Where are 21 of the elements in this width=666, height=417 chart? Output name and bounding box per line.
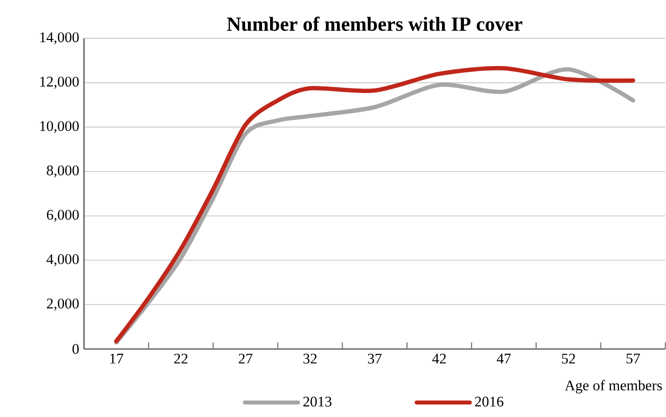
x-tick-label: 17 [110, 354, 124, 364]
chart-title: Number of members with IP cover [227, 16, 522, 31]
x-tick-label: 57 [626, 354, 640, 364]
x-tick-label: 42 [432, 354, 446, 364]
x-tick-label: 52 [562, 354, 575, 364]
y-tick-label: 12,000 [40, 76, 79, 89]
y-tick-label: 4,000 [46, 254, 79, 266]
x-tick-label: 37 [368, 354, 382, 364]
x-tick-label: 32 [303, 354, 317, 364]
legend-label: 2016 [475, 396, 504, 407]
y-tick-label: 2,000 [46, 298, 79, 311]
x-tick-label: 47 [496, 354, 511, 364]
y-tick-label: 6,000 [46, 210, 79, 222]
x-tick-label: 27 [238, 354, 252, 364]
x-tick-label: 22 [174, 354, 188, 364]
y-tick-label: 14,000 [40, 32, 79, 44]
y-tick-label: 10,000 [40, 121, 79, 134]
y-tick-label: 0 [72, 344, 79, 354]
legend-label: 2013 [303, 396, 332, 407]
x-axis-title: Age of members [564, 380, 662, 394]
y-tick-label: 8,000 [46, 165, 79, 178]
